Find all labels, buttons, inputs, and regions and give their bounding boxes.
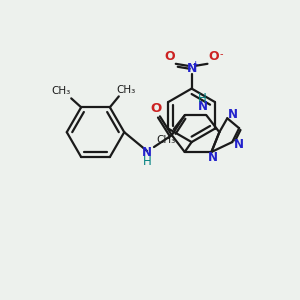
Text: H: H [143, 155, 152, 168]
Text: N: N [197, 100, 208, 113]
Text: N: N [234, 138, 244, 151]
Text: N: N [207, 152, 218, 164]
Text: H: H [198, 92, 207, 105]
Text: CH₃: CH₃ [156, 135, 176, 145]
Text: O: O [208, 50, 219, 63]
Text: N: N [186, 62, 197, 75]
Text: O: O [150, 102, 162, 115]
Text: O: O [164, 50, 175, 63]
Text: CH₃: CH₃ [52, 86, 71, 96]
Text: N: N [142, 146, 152, 160]
Text: CH₃: CH₃ [116, 85, 135, 95]
Text: N: N [228, 108, 238, 121]
Text: -: - [220, 49, 223, 59]
Text: +: + [191, 60, 198, 69]
